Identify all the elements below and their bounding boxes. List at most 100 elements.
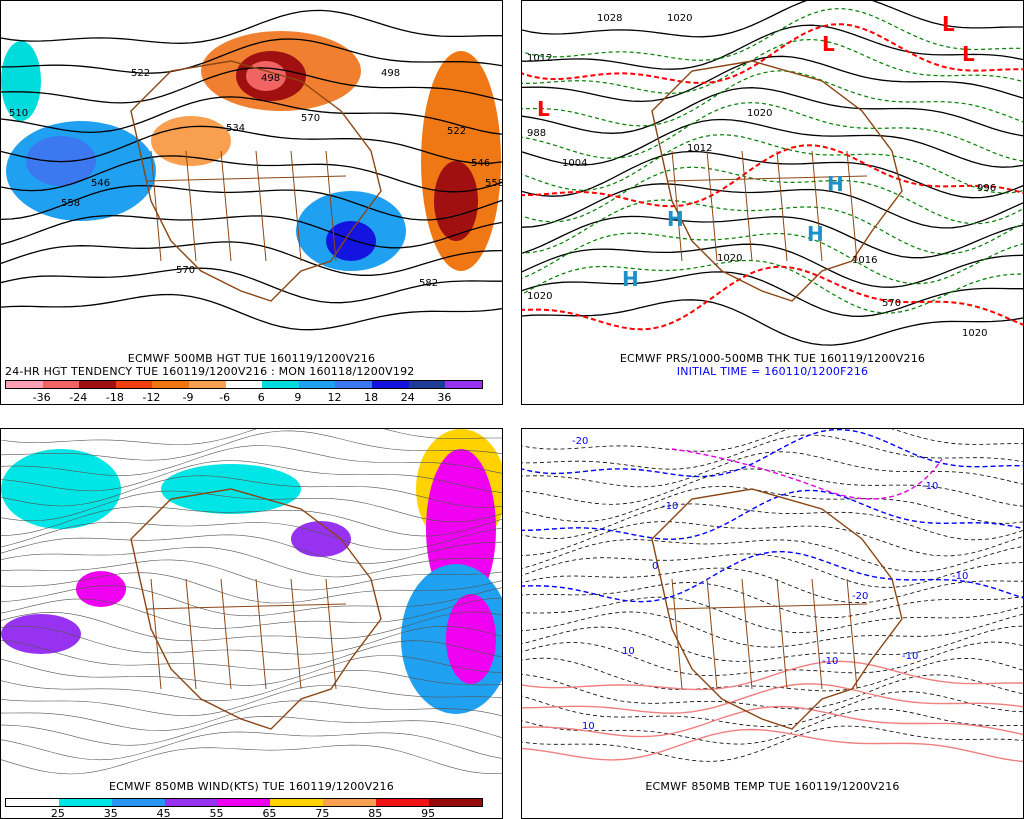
colorbar-swatch	[115, 381, 153, 388]
high-pressure-marker: H	[622, 267, 639, 291]
thickness-contour	[522, 232, 1023, 285]
thickness-contour	[522, 134, 1023, 194]
contour-label: 1020	[717, 253, 742, 264]
panel-500mb-height: 522 498 510 534 546 558 570 582 522 546 558 570 498 …	[0, 0, 503, 405]
height-contour	[1, 293, 502, 331]
high-pressure-marker: H	[667, 207, 684, 231]
isotherm-negative	[522, 451, 1023, 488]
isobar	[522, 55, 1023, 103]
low-pressure-marker: L	[962, 42, 975, 66]
isotherm-positive	[522, 728, 1023, 763]
colorbar-swatch	[270, 799, 324, 806]
wind-speed-area	[446, 594, 496, 684]
streamline	[1, 597, 502, 629]
height-contour	[1, 184, 502, 221]
isotherm-negative	[522, 725, 1023, 762]
thickness-contour	[522, 70, 1023, 127]
streamline	[1, 490, 502, 523]
state-border	[671, 150, 683, 262]
contour-label: -10	[922, 481, 938, 492]
thickness-contour	[522, 259, 1023, 314]
colorbar-tick-label: 12	[327, 391, 342, 404]
low-pressure-marker: L	[537, 97, 550, 121]
streamline	[1, 546, 502, 578]
contour-label: 1020	[527, 291, 552, 302]
streamline	[1, 731, 502, 761]
colorbar-swatch	[376, 799, 430, 806]
caption-title: ECMWF PRS/1000-500MB THK TUE 160119/1200…	[619, 352, 926, 365]
isotherm-negative	[522, 582, 1023, 619]
colorbar-tick-label: -9	[182, 391, 194, 404]
panel-pressure-thickness: H H H H L L L L 1028 1020 1012 1004 988 1012 1020 996 10…	[521, 0, 1024, 405]
state-border	[220, 150, 232, 262]
isotherm-zero	[522, 489, 1023, 541]
height-fall-area	[151, 116, 231, 166]
colorbar-tick-label: 55	[209, 807, 224, 819]
isotherm-negative	[522, 625, 1023, 662]
isotherm-negative	[522, 673, 1023, 710]
colorbar-swatch	[225, 381, 263, 388]
state-border	[325, 578, 337, 690]
map-850mb-wind	[1, 429, 502, 775]
colorbar-swatch	[408, 381, 446, 388]
contour-label: 558	[61, 198, 80, 209]
state-border	[150, 578, 162, 690]
colorbar	[5, 380, 483, 389]
state-border	[776, 150, 788, 262]
contour-label: 570	[176, 265, 195, 276]
height-contour	[1, 9, 502, 44]
streamline	[1, 430, 502, 461]
caption-title: ECMWF 850MB WIND(KTS) TUE 160119/1200V21…	[109, 780, 394, 793]
state-border	[706, 150, 718, 262]
state-border	[671, 578, 683, 690]
contour-label: 1016	[852, 255, 877, 266]
colorbar-tick-label: 65	[262, 807, 277, 819]
coastline	[130, 488, 382, 730]
colorbar-tick-label: -6	[219, 391, 231, 404]
state-border	[290, 150, 302, 262]
country-border	[666, 603, 868, 610]
thickness-contour	[522, 166, 1023, 225]
contour-label: 534	[226, 123, 245, 134]
height-contour	[1, 241, 502, 276]
streamline	[1, 639, 502, 671]
streamline	[1, 744, 502, 775]
colorbar-tick-label: 35	[103, 807, 118, 819]
isobar	[522, 87, 1023, 137]
contour-label: 522	[447, 126, 466, 137]
thickness-contour-570	[522, 23, 1023, 84]
wind-speed-area	[291, 521, 351, 557]
isobar	[522, 243, 1023, 288]
caption-initial-time: INITIAL TIME = 160110/1200F216	[676, 365, 869, 378]
streamline	[1, 585, 502, 617]
contour-label: -10	[822, 656, 838, 667]
isobar	[522, 1, 1023, 38]
contour-label: 570	[301, 113, 320, 124]
height-contour	[1, 125, 502, 165]
isotherm-negative	[522, 596, 1023, 633]
contour-label: 1020	[667, 13, 692, 24]
height-contour	[1, 38, 502, 74]
low-pressure-marker: L	[822, 32, 835, 56]
isotherm-zero	[522, 429, 1023, 478]
height-rise-area	[1, 41, 41, 121]
contour-label: 522	[131, 68, 150, 79]
colorbar-swatch	[189, 381, 226, 388]
streamline	[1, 460, 502, 493]
state-border	[185, 578, 197, 690]
colorbar	[5, 798, 483, 807]
colorbar-swatch	[164, 799, 218, 806]
streamline	[1, 685, 502, 717]
contour-label: 0	[652, 561, 658, 572]
colorbar-tick-label: 36	[437, 391, 452, 404]
colorbar-swatch	[335, 381, 373, 388]
state-border	[706, 578, 718, 690]
isotherm-positive	[522, 705, 1023, 738]
contour-label: -20	[572, 436, 588, 447]
colorbar-tick-label: 25	[50, 807, 65, 819]
colorbar-tick-label: 85	[368, 807, 383, 819]
state-border	[255, 150, 267, 262]
country-border	[145, 175, 347, 182]
isotherm-negative	[522, 485, 1023, 524]
colorbar-swatch	[323, 799, 377, 806]
